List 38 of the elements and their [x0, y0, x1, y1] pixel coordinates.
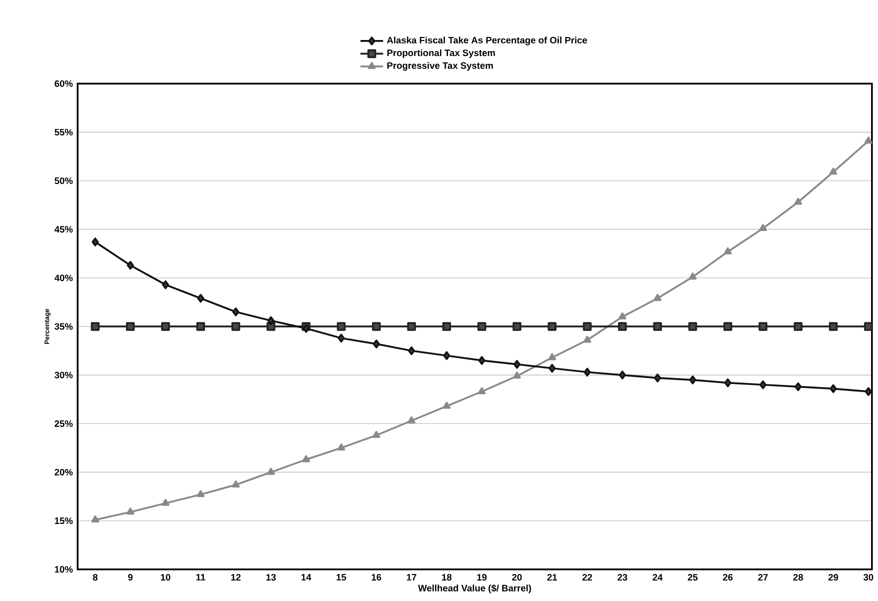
x-tick-label: 12: [231, 574, 241, 580]
x-tick-label: 9: [128, 574, 133, 580]
x-tick-label: 16: [372, 574, 382, 580]
y-tick-label: 15%: [54, 517, 73, 524]
legend-label: Alaska Fiscal Take As Percentage of Oil Price: [386, 36, 588, 46]
x-tick-label: 11: [196, 574, 206, 580]
x-tick-label: 25: [688, 574, 698, 580]
y-tick-label: 45%: [54, 226, 73, 233]
legend-label: Progressive Tax System: [387, 62, 493, 71]
x-tick-label: 17: [406, 574, 416, 580]
x-tick-label: 20: [512, 574, 522, 580]
x-tick-label: 27: [758, 574, 768, 580]
x-axis-title: Wellhead Value ($/ Barrel): [418, 584, 532, 594]
legend-label: Proportional Tax System: [387, 49, 495, 58]
x-tick-label: 26: [722, 574, 733, 580]
x-tick-label: 22: [582, 574, 592, 580]
x-tick-label: 10: [160, 574, 170, 580]
x-tick-label: 14: [302, 574, 312, 580]
x-tick-label: 28: [793, 574, 803, 580]
x-tick-label: 30: [863, 574, 874, 581]
y-tick-label: 10%: [54, 566, 73, 573]
x-tick-label: 8: [92, 574, 98, 580]
x-tick-label: 15: [336, 574, 346, 580]
y-tick-label: 50%: [54, 177, 73, 184]
y-tick-label: 30%: [54, 372, 73, 378]
y-tick-label: 60%: [54, 80, 73, 87]
y-tick-label: 35%: [54, 323, 73, 330]
x-tick-label: 18: [442, 574, 452, 580]
y-tick-label: 20%: [54, 468, 73, 476]
x-tick-label: 19: [477, 574, 487, 580]
y-tick-label: 25%: [54, 420, 73, 427]
x-tick-label: 21: [547, 574, 558, 580]
x-tick-label: 13: [266, 574, 276, 581]
y-tick-label: 55%: [54, 128, 73, 136]
y-tick-label: 40%: [54, 274, 73, 282]
x-tick-label: 29: [828, 574, 838, 580]
x-tick-label: 24: [652, 574, 663, 580]
x-tick-label: 23: [618, 574, 628, 581]
